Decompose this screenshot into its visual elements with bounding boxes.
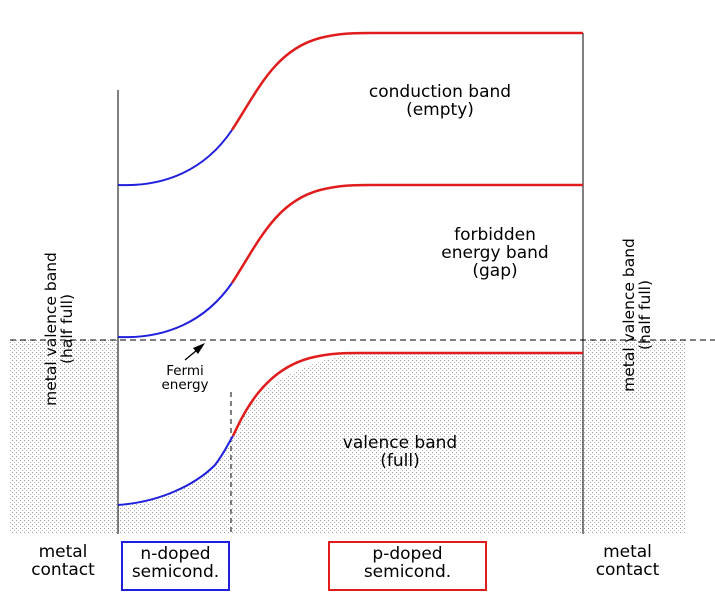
left-metal-filled-region (10, 340, 118, 534)
fermi-text-2: energy (161, 377, 209, 394)
conduction-band-edge-p (230, 31, 583, 131)
n-doped-text-2: semicond. (131, 561, 220, 582)
right-metal-contact-label: metal contact (580, 542, 675, 580)
gap-band-edge-n (117, 282, 233, 339)
right-metal-label-2: (half full) (636, 280, 655, 350)
n-doped-label: n-doped semicond. (121, 544, 230, 582)
fermi-arrow-shaft (184, 349, 198, 361)
conduction-band-label: conduction band (empty) (355, 82, 525, 120)
gap-text-2: energy band (441, 242, 549, 263)
n-doped-text-1: n-doped (140, 544, 211, 564)
p-doped-text-2: semicond. (363, 561, 452, 582)
gap-text-1: forbidden (454, 225, 536, 245)
gap-label: forbidden energy band (gap) (425, 225, 565, 281)
right-metal-label-1: metal valence band (620, 238, 638, 392)
left-metal-label-1: metal valence band (42, 252, 60, 406)
p-doped-box (328, 541, 487, 591)
fermi-energy-label: Fermi energy (150, 363, 220, 394)
right-metal-valence-label: metal valence band (half full) (620, 225, 661, 405)
n-doped-box (121, 541, 230, 591)
left-metal-valence-label: metal valence band (half full) (42, 239, 83, 419)
right-metal-filled-region (585, 340, 685, 534)
p-doped-label: p-doped semicond. (328, 544, 487, 582)
valence-band-edge-n (117, 435, 234, 506)
fermi-text-1: Fermi (166, 363, 204, 379)
right-contact-text-1: metal (603, 542, 652, 562)
conduction-band-state: (empty) (406, 99, 474, 120)
gap-text-3: (gap) (472, 260, 518, 281)
right-contact-text-2: contact (595, 559, 660, 580)
conduction-band-text: conduction band (368, 82, 512, 102)
valence-band-text: valence band (342, 433, 458, 453)
p-doped-text-1: p-doped (372, 544, 443, 564)
left-metal-label-2: (half full) (58, 294, 77, 364)
valence-band-filled-region (118, 353, 585, 534)
valence-band-state: (full) (380, 450, 420, 471)
conduction-band-edge-n (117, 129, 233, 187)
valence-band-edge-p (231, 351, 583, 437)
left-metal-contact-label: metal contact (18, 542, 108, 580)
left-contact-text-2: contact (31, 559, 95, 580)
valence-band-label: valence band (full) (320, 433, 480, 471)
fermi-arrow-head (193, 343, 205, 354)
left-contact-text-1: metal (38, 542, 88, 562)
gap-band-edge-p (230, 183, 583, 284)
